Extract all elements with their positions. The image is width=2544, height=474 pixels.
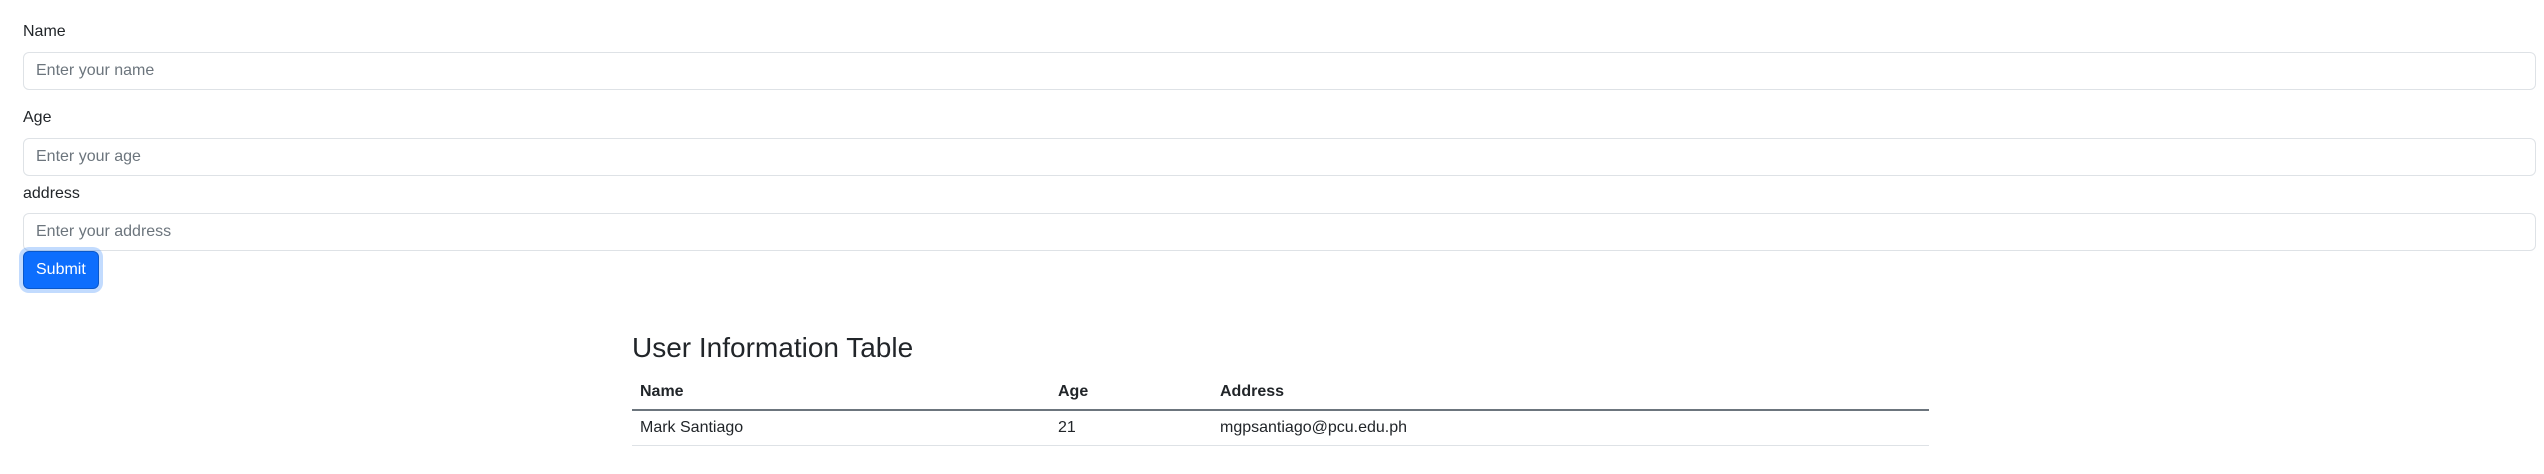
table-header-row: Name Age Address [632,375,1929,411]
table-title: User Information Table [632,332,914,363]
cell-name: Mark Santiago [632,410,1050,446]
age-input[interactable] [23,138,2536,176]
address-field-group: address [23,182,2536,251]
cell-age: 21 [1050,410,1212,446]
name-label: Name [23,23,66,40]
address-label: address [23,185,80,202]
column-header-age: Age [1050,375,1212,411]
age-label: Age [23,109,52,126]
user-information-table: Name Age Address Mark Santiago 21 mgpsan… [632,375,1929,446]
table-row: Mark Santiago 21 mgpsantiago@pcu.edu.ph [632,410,1929,446]
column-header-name: Name [632,375,1050,411]
user-form: Name Age address Submit [23,20,2536,289]
column-header-address: Address [1212,375,1929,411]
name-field-group: Name [23,20,2536,90]
user-information-section: User Information Table Name Age Address … [632,331,1929,446]
address-input[interactable] [23,213,2536,251]
cell-address: mgpsantiago@pcu.edu.ph [1212,410,1929,446]
name-input[interactable] [23,52,2536,90]
submit-button[interactable]: Submit [23,251,99,289]
age-field-group: Age [23,106,2536,176]
